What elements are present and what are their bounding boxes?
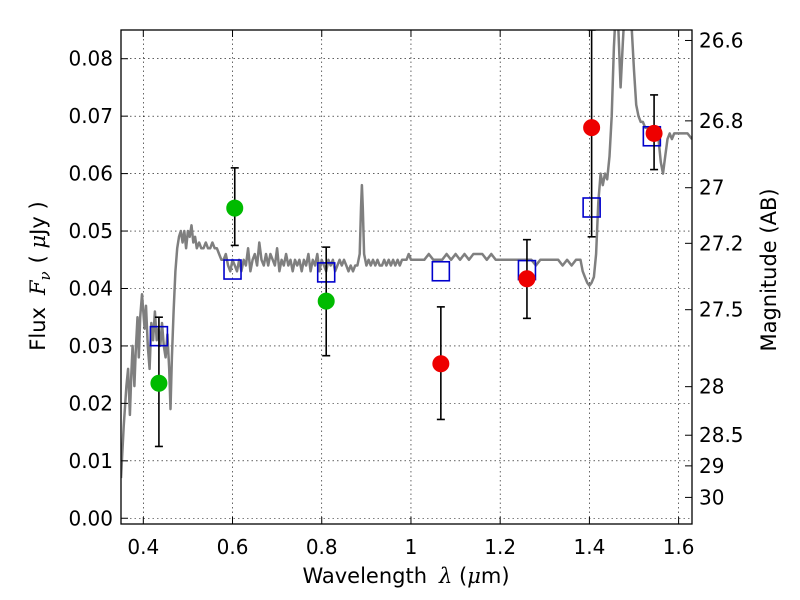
- x-axis-unit-mu: μ: [467, 564, 481, 588]
- y2-tick-label: 29: [699, 454, 724, 478]
- y-axis-unit-rest: Jy ): [26, 201, 50, 237]
- model-spectrum-line: [121, 30, 692, 479]
- y2-tick-label: 28: [699, 375, 724, 399]
- series-layer: [121, 30, 692, 479]
- x-tick-label: 0.6: [217, 535, 249, 559]
- x-axis-label-text: Wavelength: [302, 564, 427, 588]
- axes-frame: [120, 29, 693, 525]
- x-tick-label: 1.2: [484, 535, 516, 559]
- y-axis-unit-mu: μ: [26, 235, 50, 249]
- model-photometry-square: [431, 260, 451, 282]
- x-axis-unit-rest: m): [481, 564, 510, 588]
- y-axis-unit-open: (: [26, 248, 50, 263]
- y2-tick-label: 28.5: [699, 423, 744, 447]
- observed-point-red: [583, 119, 601, 137]
- x-axis-label: Wavelength λ (μm): [302, 564, 509, 588]
- observed-point-green: [226, 199, 244, 217]
- y-tick-label: 0.06: [68, 162, 113, 186]
- observed-point-green: [317, 292, 335, 310]
- y2-tick-label: 27.2: [699, 231, 744, 255]
- y-axis-label-text: Flux: [26, 307, 50, 351]
- x-axis-unit-open: (: [452, 564, 467, 588]
- y2-tick-label: 26.8: [699, 109, 744, 133]
- observed-point-red: [432, 355, 450, 373]
- y-tick-label: 0.05: [68, 219, 113, 243]
- y-tick-label: 0.07: [68, 104, 113, 128]
- y-axis-label: Flux Fν ( μJy ): [26, 201, 54, 350]
- y-tick-label: 0.08: [68, 47, 113, 71]
- grid: [121, 30, 692, 524]
- x-tick-label: 1.4: [573, 535, 605, 559]
- observed-point-green: [150, 374, 168, 392]
- model-photometry-square: [223, 259, 242, 280]
- y-tick-label: 0.03: [68, 334, 113, 358]
- y-axis-symbol-sub: ν: [36, 271, 54, 280]
- x-tick-label: 0.4: [127, 535, 159, 559]
- y2-axis-label: Magnitude (AB): [757, 188, 781, 351]
- x-tick-label: 1: [405, 535, 418, 559]
- y-axis-symbol: F: [26, 279, 50, 296]
- y-tick-label: 0.00: [68, 506, 113, 530]
- observed-point-red: [645, 124, 663, 142]
- ticks: 0.4 0.6 0.8 1 1.2 1.4 1.6 0.00 0.01 0.02 0.03 0.04 0…: [68, 28, 743, 559]
- y-tick-label: 0.04: [68, 276, 113, 300]
- y2-tick-label: 27.5: [699, 298, 744, 322]
- y2-tick-label: 30: [699, 485, 724, 509]
- x-tick-label: 1.6: [663, 535, 695, 559]
- y-tick-label: 0.01: [68, 449, 113, 473]
- x-tick-label: 0.8: [306, 535, 338, 559]
- observed-point-red: [518, 270, 536, 288]
- y2-tick-label: 26.6: [699, 28, 744, 52]
- x-axis-symbol: λ: [438, 564, 452, 588]
- y-tick-label: 0.02: [68, 391, 113, 415]
- y2-tick-label: 27: [699, 176, 724, 200]
